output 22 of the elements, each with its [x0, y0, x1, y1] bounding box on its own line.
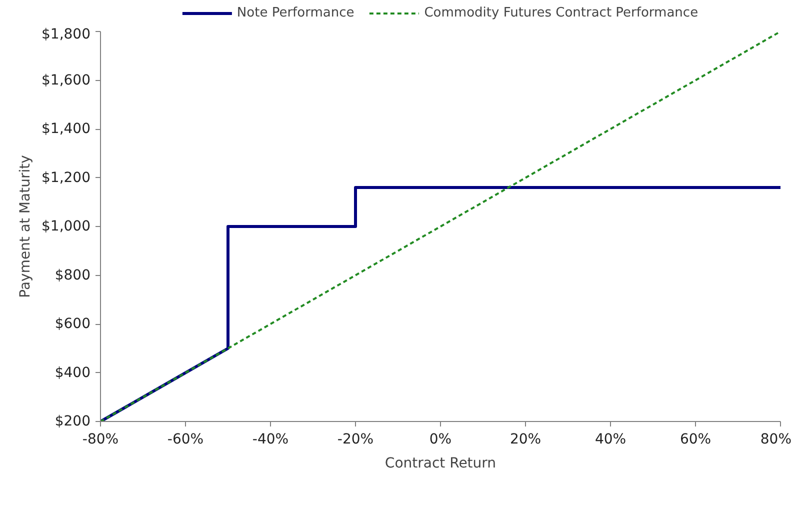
- x-axis-title: Contract Return: [384, 456, 496, 472]
- y-tick-label: $400: [54, 364, 91, 381]
- x-tick-label: 80%: [760, 432, 792, 448]
- y-tick-label: $200: [54, 414, 91, 430]
- x-tick-label: 0%: [429, 432, 452, 448]
- legend-label: Note Performance: [236, 6, 354, 20]
- y-axis-title: Payment at Maturity: [18, 155, 34, 298]
- x-tick-label: -40%: [252, 432, 289, 448]
- y-tick-label: $1,600: [42, 72, 91, 88]
- x-tick-label: 60%: [680, 432, 712, 448]
- y-tick-label: $1,000: [42, 218, 91, 234]
- x-tick-label: 40%: [594, 432, 626, 448]
- y-tick-label: $1,400: [42, 121, 91, 137]
- x-tick-label: -80%: [82, 432, 119, 448]
- x-tick-label: -20%: [337, 432, 374, 448]
- y-tick-label: $800: [54, 267, 91, 284]
- x-tick-label: 20%: [510, 432, 542, 448]
- y-tick-label: $1,800: [42, 26, 91, 42]
- legend-label: Commodity Futures Contract Performance: [424, 6, 698, 20]
- y-tick-label: $600: [54, 316, 91, 332]
- x-tick-label: -60%: [167, 432, 204, 448]
- y-tick-label: $1,200: [42, 170, 91, 186]
